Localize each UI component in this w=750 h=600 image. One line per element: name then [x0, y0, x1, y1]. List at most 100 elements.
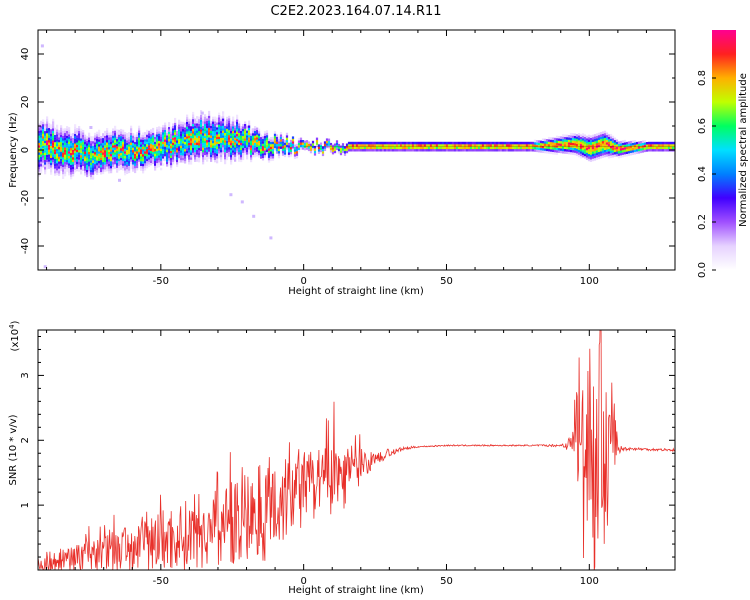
- spectrogram-cell: [224, 144, 227, 148]
- spectrogram-cell: [170, 133, 173, 137]
- spectrogram-cell: [230, 133, 233, 136]
- spectrogram-cell: [208, 120, 211, 123]
- spectrogram-cell: [445, 141, 449, 145]
- spectrogram-cell: [351, 141, 355, 145]
- spectrogram-cell: [62, 169, 65, 172]
- spectrogram-cell: [192, 147, 195, 151]
- spectrogram-cell: [236, 150, 239, 154]
- spectrogram-cell: [74, 124, 77, 127]
- spectrogram-cell: [299, 147, 303, 150]
- spectrogram-cell: [210, 142, 213, 146]
- spectrogram-cell: [56, 158, 59, 161]
- spectrogram-cell: [521, 141, 525, 145]
- spectrogram-cell: [50, 162, 53, 166]
- spectrogram-cell: [136, 160, 139, 164]
- spectrogram-cell: [555, 140, 559, 143]
- spectrogram-cell: [166, 130, 169, 133]
- spectrogram-cell: [206, 135, 209, 138]
- spectrogram-cell: [76, 168, 79, 172]
- spectrogram-cell: [42, 126, 45, 129]
- spectrogram-cell: [263, 133, 267, 136]
- spectrogram-cell: [387, 141, 391, 145]
- spectrogram-cell: [80, 140, 83, 144]
- spectrogram-cell: [206, 123, 209, 126]
- spectrogram-cell: [553, 140, 557, 143]
- spectrogram-cell: [190, 145, 193, 148]
- spectrogram-cell: [559, 148, 563, 151]
- spectrogram-cell: [545, 141, 549, 144]
- spectrogram-cell: [164, 127, 167, 130]
- spectrogram-cell: [148, 145, 151, 148]
- spectrogram-cell: [138, 154, 141, 157]
- spectrogram-cell: [162, 129, 165, 133]
- spectrogram-cell: [489, 146, 493, 150]
- spectrogram-cell: [487, 146, 491, 150]
- spectrogram-cell: [170, 138, 173, 142]
- spectrogram-cell: [100, 140, 103, 144]
- spectrogram-cell: [405, 146, 409, 150]
- spectrogram-cell: [220, 157, 223, 160]
- spectrogram-cell: [533, 144, 537, 147]
- spectrogram-cell: [60, 158, 63, 162]
- spectrogram-cell: [267, 141, 271, 144]
- spectrogram-cell: [587, 149, 591, 152]
- spectrogram-cell: [92, 136, 95, 139]
- spectrogram-cell: [651, 146, 655, 150]
- spectrogram-cell: [224, 156, 227, 160]
- spectrogram-cell: [244, 128, 247, 132]
- spectrogram-cell: [385, 146, 389, 150]
- spectrogram-cell: [649, 146, 653, 150]
- spectrogram-cell: [102, 147, 105, 151]
- colorbar-tick-label: 0.2: [697, 214, 708, 230]
- spectrogram-cell: [130, 166, 133, 169]
- spectrogram-cell: [529, 141, 533, 145]
- spectrogram-cell: [443, 141, 447, 145]
- spectrogram-cell: [104, 150, 107, 153]
- spectrogram-cell: [40, 171, 43, 174]
- spectrogram-cell: [84, 156, 87, 159]
- spectrogram-cell: [56, 151, 59, 154]
- spectrogram-cell: [273, 148, 277, 151]
- spectrogram-cell: [625, 151, 629, 154]
- spectrogram-cell: [208, 149, 211, 152]
- spectrogram-cell: [144, 168, 147, 171]
- spectrogram-cell: [487, 144, 491, 147]
- spectrogram-cell: [162, 163, 165, 166]
- spectrogram-cell: [58, 161, 61, 164]
- spectrogram-cell: [269, 139, 273, 142]
- spectrogram-cell: [40, 137, 43, 141]
- spectrogram-cell: [250, 142, 253, 146]
- spectrogram-cell: [74, 169, 77, 173]
- spectrogram-cell: [633, 140, 637, 143]
- spectrogram-cell: [579, 146, 583, 149]
- spectrogram-cell: [94, 171, 97, 174]
- spectrogram-cell: [98, 151, 101, 154]
- spectrogram-cell: [367, 141, 371, 145]
- spectrogram-cell: [70, 164, 73, 168]
- spectrogram-cell: [52, 142, 55, 146]
- spectrogram-cell: [144, 134, 147, 137]
- spectrogram-cell: [533, 142, 537, 145]
- spectrogram-cell: [214, 131, 217, 134]
- spectrogram-cell: [48, 130, 51, 133]
- spectrogram-cell: [94, 161, 97, 165]
- spectrogram-cell: [104, 145, 107, 148]
- spectrogram-cell: [70, 145, 73, 149]
- spectrogram-cell: [176, 128, 179, 131]
- spectrogram-cell: [341, 145, 345, 149]
- x-tick-label: -50: [153, 576, 169, 587]
- spectrogram-cell: [601, 153, 605, 156]
- spectrogram-cell: [74, 133, 77, 137]
- spectrogram-cell: [250, 130, 253, 134]
- spectrogram-cell: [166, 128, 169, 131]
- spectrogram-cell: [208, 118, 211, 121]
- spectrogram-cell: [549, 146, 553, 150]
- spectrogram-cell: [234, 120, 237, 124]
- spectrogram-cell: [38, 169, 41, 172]
- spectrogram-cell: [220, 116, 223, 119]
- spectrogram-cell: [212, 135, 215, 139]
- spectrogram-cell: [497, 149, 501, 152]
- spectrogram-cell: [565, 134, 569, 138]
- spectrogram-cell: [124, 132, 127, 135]
- spectrogram-cell: [68, 153, 71, 157]
